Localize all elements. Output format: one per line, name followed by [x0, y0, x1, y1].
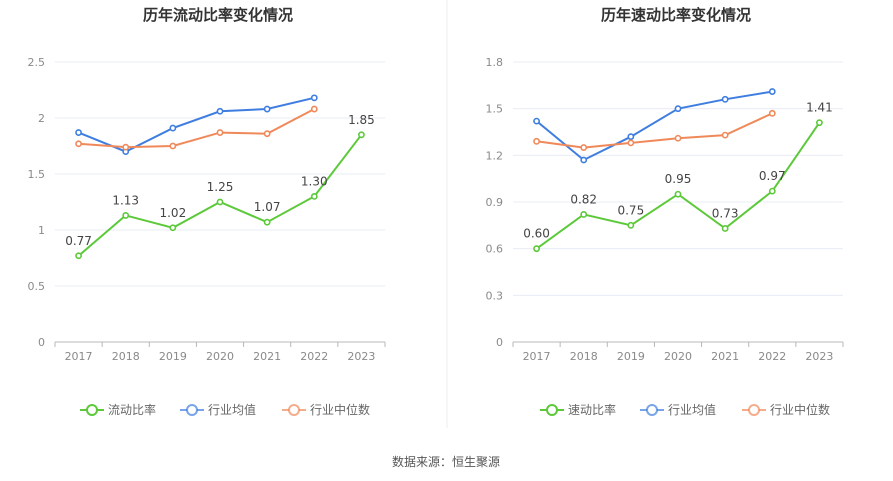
chart2-x-tick-label: 2018 — [570, 350, 598, 363]
chart2-y-tick-label: 0.3 — [486, 289, 504, 302]
chart2-data-label: 0.82 — [570, 192, 597, 206]
chart2-data-label: 0.60 — [523, 227, 550, 241]
chart2-series-line-3 — [536, 112, 773, 149]
chart2-x-tick-label: 2021 — [711, 350, 739, 363]
chart1-data-label: 1.07 — [254, 200, 281, 214]
chart1-x-tick-label: 2020 — [206, 350, 234, 363]
chart1-legend-marker-2 — [186, 404, 198, 416]
chart2-data-label: 0.73 — [712, 206, 739, 220]
chart1-series-1-point — [310, 192, 318, 200]
chart1-series-3-point — [263, 130, 271, 138]
chart1-series-line-3 — [78, 108, 315, 149]
chart2-legend-marker-3 — [748, 404, 760, 416]
chart1-series-1-point — [122, 212, 130, 219]
chart1-x-tick-label: 2023 — [347, 350, 375, 363]
chart2-data-label: 0.75 — [617, 203, 644, 217]
chart1-data-label: 1.85 — [348, 113, 375, 127]
source-note: 数据来源：恒生聚源 — [392, 454, 500, 469]
chart1-x-tick-label: 2017 — [65, 350, 93, 363]
chart1-series-3-point — [310, 105, 318, 113]
chart2-x-tick-label: 2022 — [758, 350, 786, 363]
chart2-series-3-point — [721, 131, 729, 139]
chart1-series-2-point — [75, 129, 82, 136]
chart2-y-tick-label: 1.8 — [486, 56, 504, 69]
chart2-data-label: 0.95 — [665, 172, 692, 186]
chart1-y-tick-label: 1 — [38, 224, 45, 237]
chart2-y-tick-label: 0.9 — [486, 196, 504, 209]
chart1-y-tick-label: 2 — [38, 112, 45, 125]
chart1-series-1-point — [216, 198, 224, 206]
chart1-series-1-point — [263, 218, 271, 226]
chart2-legend-label-3: 行业中位数 — [770, 402, 830, 417]
chart2-series-2-point — [674, 105, 682, 113]
chart2-series-1-point — [721, 225, 729, 232]
chart2-series-2-point — [721, 95, 729, 103]
chart1-data-label: 1.25 — [207, 180, 234, 194]
chart1-legend-marker-3 — [288, 404, 300, 416]
chart2-series-2-point — [580, 156, 588, 164]
chart2-series-1-point — [816, 119, 823, 127]
chart1-data-label: 1.13 — [112, 193, 139, 207]
chart2-legend-marker-2 — [646, 404, 658, 416]
chart2-series-3-point — [674, 134, 682, 142]
chart1-series-3-point — [216, 129, 224, 136]
chart2-series-2-point — [627, 133, 635, 141]
chart1-x-tick-label: 2018 — [112, 350, 140, 363]
chart2-x-tick-label: 2023 — [805, 350, 833, 363]
chart1-data-label: 0.77 — [65, 234, 92, 248]
chart2-series-1-point — [627, 221, 635, 229]
chart1-legend-label-2: 行业均值 — [208, 402, 256, 417]
chart1-series-3-point — [169, 142, 177, 150]
chart2-series-2-point — [768, 88, 776, 95]
chart1-series-3-point — [75, 140, 82, 148]
chart1-series-1-point — [169, 224, 177, 232]
chart2-x-tick-label: 2020 — [664, 350, 692, 363]
chart2-series-1-point — [674, 190, 682, 198]
chart2-data-label: 1.41 — [806, 101, 833, 115]
chart2-y-tick-label: 1.5 — [486, 103, 504, 116]
chart2-y-tick-label: 0 — [496, 336, 503, 349]
chart2-title: 历年速动比率变化情况 — [601, 6, 751, 24]
chart1-series-1-point — [358, 131, 365, 139]
chart1-data-label: 1.02 — [159, 206, 186, 220]
chart2-series-3-point — [580, 144, 588, 151]
chart2-y-tick-label: 1.2 — [486, 149, 504, 162]
chart1-legend-marker-1 — [86, 404, 98, 416]
chart1-series-1-point — [75, 252, 82, 260]
chart2-y-tick-label: 0.6 — [486, 243, 504, 256]
chart1-y-tick-label: 0.5 — [28, 280, 46, 293]
chart2-legend-label-1: 速动比率 — [568, 402, 616, 417]
chart1-x-tick-label: 2021 — [253, 350, 281, 363]
chart1-series-3-point — [122, 143, 130, 151]
chart1-series-2-point — [169, 124, 177, 132]
chart1-data-label: 1.30 — [301, 174, 328, 188]
chart2-legend-marker-1 — [546, 404, 558, 416]
chart2-x-tick-label: 2017 — [523, 350, 551, 363]
chart1-series-2-point — [310, 94, 318, 102]
chart1-title: 历年流动比率变化情况 — [143, 6, 293, 24]
chart2-legend-label-2: 行业均值 — [668, 402, 716, 417]
chart2-series-3-point — [533, 137, 540, 145]
chart2-series-3-point — [768, 109, 776, 117]
chart1-series-line-2 — [78, 96, 315, 153]
chart1-y-tick-label: 2.5 — [28, 56, 46, 69]
chart2-series-1-point — [580, 211, 588, 218]
chart1-series-2-point — [263, 105, 271, 113]
chart1-y-tick-label: 0 — [38, 336, 45, 349]
chart1-series-2-point — [216, 107, 224, 115]
chart2-series-2-point — [533, 117, 540, 125]
chart1-legend-label-1: 流动比率 — [108, 402, 156, 417]
chart2-x-tick-label: 2019 — [617, 350, 645, 363]
chart2-data-label: 0.97 — [759, 169, 786, 183]
chart2-series-line-2 — [535, 90, 773, 162]
chart1-legend-label-3: 行业中位数 — [310, 402, 370, 417]
chart2-series-1-point — [768, 187, 776, 195]
chart1-x-tick-label: 2022 — [300, 350, 328, 363]
chart1-y-tick-label: 1.5 — [28, 168, 46, 181]
chart1-x-tick-label: 2019 — [159, 350, 187, 363]
chart2-series-3-point — [627, 139, 635, 147]
chart2-series-1-point — [533, 245, 540, 253]
